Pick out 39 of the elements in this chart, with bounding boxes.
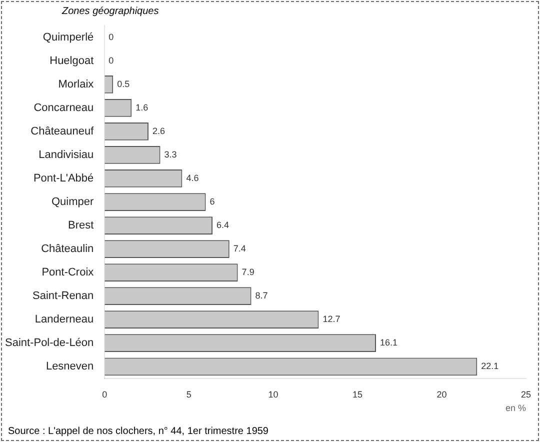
y-tick-label: Brest: [68, 220, 94, 232]
y-tick-label: Lesneven: [46, 360, 94, 373]
data-label: 22.1: [481, 361, 499, 372]
data-label: 3.3: [164, 149, 177, 160]
y-tick-label: Landivisiau: [38, 148, 94, 161]
data-label: 12.7: [322, 314, 340, 324]
y-tick-label: Saint-Renan: [32, 290, 94, 302]
y-tick-label: Pont-Croix: [42, 266, 94, 279]
x-tick-label: 20: [436, 389, 447, 400]
x-axis-title: en %: [505, 403, 526, 414]
x-tick-label: 10: [268, 389, 278, 400]
data-label: 4.6: [186, 172, 199, 183]
y-tick-label: Morlaix: [58, 78, 94, 90]
y-axis-title: Zones géographiques: [62, 6, 159, 17]
data-label: 8.7: [255, 290, 268, 301]
x-tick-label: 15: [352, 389, 362, 400]
source-note: Source : L'appel de nos clochers, n° 44, 1er trimestre 1959: [8, 426, 268, 437]
x-tick-label: 5: [186, 389, 192, 400]
data-label: 0: [108, 32, 114, 42]
data-label: 2.6: [152, 126, 165, 136]
y-tick-label: Quimperlé: [42, 31, 94, 44]
y-tick-label: Saint-Pol-de-Léon: [4, 337, 94, 350]
data-label: 16.1: [380, 338, 398, 348]
y-tick-label: Pont-L'Abbé: [33, 172, 94, 185]
y-tick-label: Concarneau: [34, 102, 94, 114]
x-tick-label: 0: [102, 389, 108, 400]
data-label: 0.5: [117, 78, 130, 89]
y-tick-label: Châteaulin: [41, 243, 94, 256]
x-tick-label: 25: [520, 389, 532, 400]
y-tick-label: Châteauneuf: [30, 125, 95, 138]
data-label: 0: [108, 55, 114, 66]
data-label: 6.4: [216, 220, 230, 230]
data-label: 6: [210, 196, 215, 206]
data-label: 1.6: [136, 102, 148, 112]
y-tick-label: Quimper: [51, 196, 94, 208]
y-tick-label: Landerneau: [34, 314, 94, 326]
data-label: 7.4: [233, 244, 246, 254]
y-tick-label: Huelgoat: [50, 54, 94, 67]
data-label: 7.9: [242, 267, 254, 278]
